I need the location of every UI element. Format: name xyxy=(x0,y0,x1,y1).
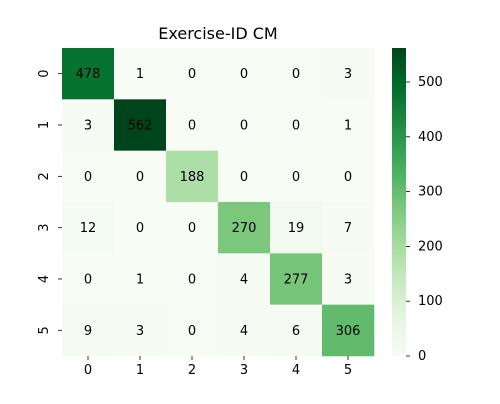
heatmap-value-r3-c1: 0 xyxy=(136,221,144,236)
y-tick-label-0: 0 xyxy=(37,70,52,78)
heatmap-cell-r3-c1 xyxy=(114,201,167,254)
heatmap-cell-r1-c2 xyxy=(166,99,219,151)
heatmap-value-r4-c2: 0 xyxy=(188,272,196,287)
x-tick-label-1: 1 xyxy=(136,363,144,378)
heatmap-cell-r2-c0 xyxy=(62,150,115,203)
heatmap-value-r0-c4: 0 xyxy=(292,67,300,82)
heatmap-value-r0-c0: 478 xyxy=(76,67,101,82)
heatmap-value-r0-c1: 1 xyxy=(136,67,144,82)
heatmap-cell-r2-c1 xyxy=(114,150,167,203)
heatmap-value-r0-c2: 0 xyxy=(188,67,196,82)
y-tick-label-3: 3 xyxy=(37,224,52,232)
heatmap-value-r3-c2: 0 xyxy=(188,221,196,236)
heatmap-cell-r4-c1 xyxy=(114,253,167,305)
heatmap-value-r1-c1: 562 xyxy=(128,118,153,133)
heatmap-cell-r2-c2 xyxy=(166,150,219,203)
heatmap-value-r1-c3: 0 xyxy=(240,118,248,133)
heatmap-value-r3-c4: 19 xyxy=(288,221,305,236)
heatmap-cell-r5-c4 xyxy=(270,304,323,357)
y-tick-label-1: 1 xyxy=(37,121,52,129)
colorbar-tick-label-300: 300 xyxy=(418,185,443,200)
heatmap-value-r3-c3: 270 xyxy=(232,221,257,236)
colorbar xyxy=(392,48,406,356)
heatmap-value-r3-c0: 12 xyxy=(80,221,97,236)
heatmap-cell-r0-c0 xyxy=(62,48,115,100)
x-tick-label-0: 0 xyxy=(84,363,92,378)
colorbar-axis: 0 100 200 300 400 500 xyxy=(406,75,443,364)
heatmap-value-r5-c4: 6 xyxy=(292,324,300,339)
x-tick-label-5: 5 xyxy=(344,363,352,378)
x-tick-label-3: 3 xyxy=(240,363,248,378)
y-tick-label-5: 5 xyxy=(37,326,52,334)
heatmap-cell-r3-c5 xyxy=(322,201,375,254)
heatmap-value-r0-c5: 3 xyxy=(344,67,352,82)
x-tick-label-4: 4 xyxy=(292,363,300,378)
y-tick-label-4: 4 xyxy=(37,275,52,283)
y-axis: 0 1 2 3 4 5 xyxy=(37,70,62,334)
heatmap-cell-r0-c4 xyxy=(270,48,323,100)
heatmap-cells xyxy=(62,48,375,357)
heatmap-cell-r5-c2 xyxy=(166,304,219,357)
heatmap-cell-r3-c3 xyxy=(218,201,271,254)
heatmap-value-r2-c4: 0 xyxy=(292,170,300,185)
heatmap-value-r4-c5: 3 xyxy=(344,272,352,287)
x-axis: 0 1 2 3 4 5 xyxy=(84,355,352,378)
colorbar-tick-label-0: 0 xyxy=(418,349,426,364)
heatmap-value-r0-c3: 0 xyxy=(240,67,248,82)
heatmap-cell-r4-c4 xyxy=(270,253,323,305)
heatmap-cell-r4-c0 xyxy=(62,253,115,305)
colorbar-tick-label-500: 500 xyxy=(418,75,443,90)
heatmap-cell-r1-c5 xyxy=(322,99,375,151)
heatmap-cell-r1-c4 xyxy=(270,99,323,151)
heatmap-cell-r4-c2 xyxy=(166,253,219,305)
heatmap-cell-r5-c1 xyxy=(114,304,167,357)
heatmap-cell-r0-c3 xyxy=(218,48,271,100)
heatmap-value-r2-c3: 0 xyxy=(240,170,248,185)
heatmap-cell-r5-c0 xyxy=(62,304,115,357)
heatmap-value-r1-c4: 0 xyxy=(292,118,300,133)
chart-title: Exercise-ID CM xyxy=(158,24,277,43)
heatmap-value-r4-c3: 4 xyxy=(240,272,248,287)
heatmap-value-r2-c2: 188 xyxy=(180,170,205,185)
heatmap-value-r1-c2: 0 xyxy=(188,118,196,133)
heatmap-cell-r0-c5 xyxy=(322,48,375,100)
heatmap-cell-r3-c0 xyxy=(62,201,115,254)
y-tick-label-2: 2 xyxy=(37,172,52,180)
heatmap-cell-r3-c4 xyxy=(270,201,323,254)
heatmap-value-r4-c4: 277 xyxy=(284,272,309,287)
heatmap-value-r5-c3: 4 xyxy=(240,324,248,339)
heatmap-cell-r3-c2 xyxy=(166,201,219,254)
heatmap-value-r2-c5: 0 xyxy=(344,170,352,185)
heatmap-cell-r4-c3 xyxy=(218,253,271,305)
colorbar-tick-label-200: 200 xyxy=(418,239,443,254)
heatmap-value-labels: 478 1 0 0 0 3 3 562 0 0 0 1 0 0 188 0 0 0 12 0 0 270 19 7 0 1 0 4 27… xyxy=(76,67,361,339)
heatmap-cell-r2-c3 xyxy=(218,150,271,203)
heatmap-value-r2-c0: 0 xyxy=(84,170,92,185)
heatmap-cell-r0-c2 xyxy=(166,48,219,100)
heatmap-value-r5-c1: 3 xyxy=(136,324,144,339)
heatmap-value-r5-c2: 0 xyxy=(188,324,196,339)
heatmap-value-r5-c0: 9 xyxy=(84,324,92,339)
heatmap-cell-r1-c1 xyxy=(114,99,167,151)
heatmap-cell-r1-c3 xyxy=(218,99,271,151)
heatmap-cell-r2-c5 xyxy=(322,150,375,203)
heatmap-value-r5-c5: 306 xyxy=(336,324,361,339)
heatmap-cell-r2-c4 xyxy=(270,150,323,203)
heatmap-value-r1-c5: 1 xyxy=(344,118,352,133)
colorbar-tick-label-400: 400 xyxy=(418,130,443,145)
heatmap-value-r2-c1: 0 xyxy=(136,170,144,185)
heatmap-cell-r5-c5 xyxy=(322,304,375,357)
heatmap-value-r4-c0: 0 xyxy=(84,272,92,287)
heatmap-cell-r0-c1 xyxy=(114,48,167,100)
heatmap-value-r3-c5: 7 xyxy=(344,221,352,236)
heatmap-cell-r4-c5 xyxy=(322,253,375,305)
heatmap-value-r1-c0: 3 xyxy=(84,118,92,133)
colorbar-tick-label-100: 100 xyxy=(418,294,443,309)
heatmap-cell-r1-c0 xyxy=(62,99,115,151)
x-tick-label-2: 2 xyxy=(188,363,196,378)
heatmap-value-r4-c1: 1 xyxy=(136,272,144,287)
heatmap-cell-r5-c3 xyxy=(218,304,271,357)
